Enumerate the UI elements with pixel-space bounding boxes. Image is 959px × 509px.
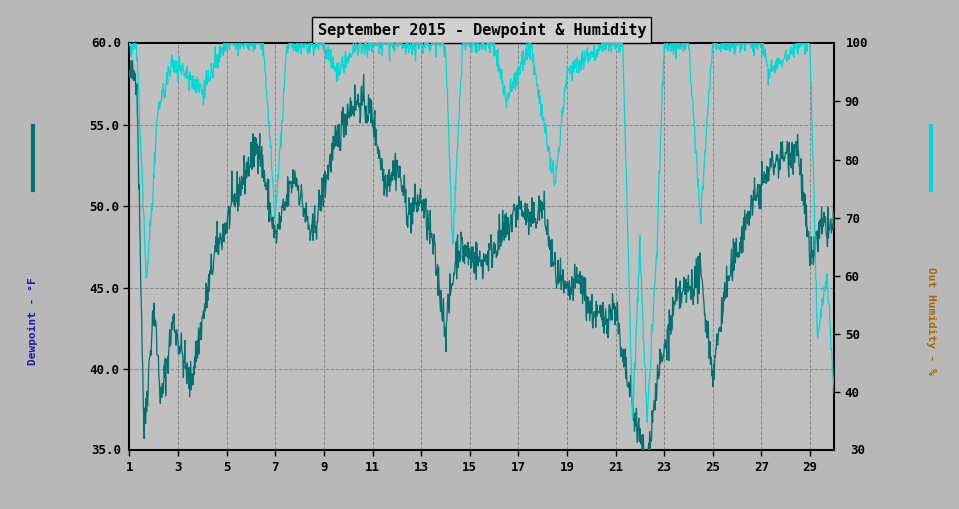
Text: 100: 100 — [846, 37, 869, 50]
Text: 30: 30 — [850, 444, 865, 457]
Text: Dewpoint - °F: Dewpoint - °F — [28, 277, 37, 364]
Title: September 2015 - Dewpoint & Humidity: September 2015 - Dewpoint & Humidity — [317, 22, 646, 38]
Text: Out Humidity - %: Out Humidity - % — [926, 267, 936, 375]
Text: 60.0: 60.0 — [91, 37, 122, 50]
Text: 35.0: 35.0 — [91, 444, 122, 457]
